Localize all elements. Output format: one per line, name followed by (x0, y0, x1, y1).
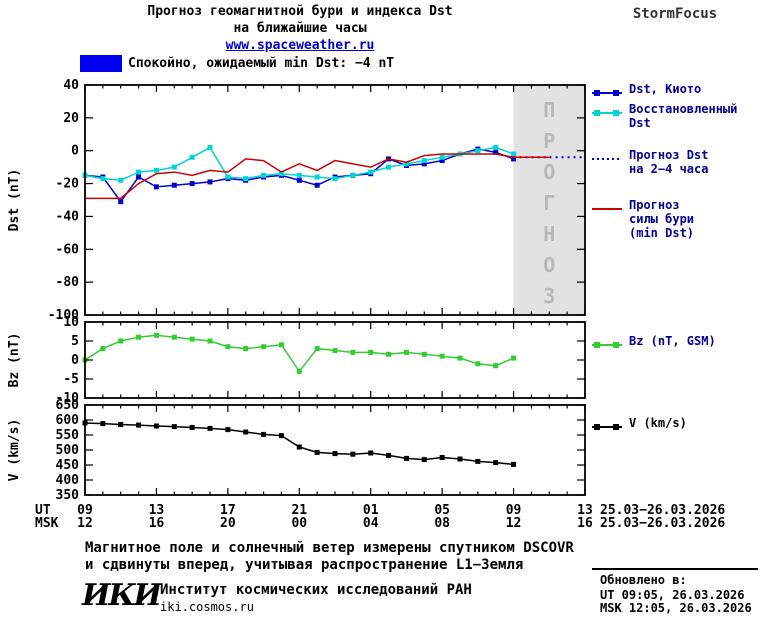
svg-text:04: 04 (363, 516, 379, 531)
svg-text:12: 12 (506, 516, 522, 531)
page-title: Прогноз геомагнитной бури и индекса Dst (147, 4, 453, 19)
storm-level-box (80, 55, 122, 72)
svg-text:-40: -40 (56, 209, 80, 224)
institute-name: Институт космических исследований РАН (160, 582, 472, 598)
iki-site-link[interactable]: iki.cosmos.ru (160, 600, 254, 614)
data-source-note-line2: и сдвинуты вперед, учитывая распростране… (85, 557, 524, 573)
forecast-region-letter: О (543, 160, 555, 184)
svg-text:0: 0 (71, 353, 79, 368)
legend-storm-force-label: Прогноз силы бури (min Dst) (629, 198, 695, 240)
svg-text:-80: -80 (56, 275, 80, 290)
dst-kyoto-swatch (591, 84, 623, 103)
svg-text:40: 40 (63, 78, 79, 93)
iki-logo: ИКИ (82, 578, 162, 613)
updated-label: Обновлено в: (600, 573, 687, 587)
svg-text:650: 650 (56, 398, 80, 413)
series-bz-0 (84, 334, 514, 373)
svg-text:01: 01 (363, 503, 379, 518)
ut-axis-prefix: UT (35, 503, 51, 518)
msk-axis-prefix: MSK (35, 516, 59, 531)
svg-text:450: 450 (56, 458, 80, 473)
svg-text:600: 600 (56, 413, 80, 428)
forecast-region-letter: Н (543, 222, 555, 246)
svg-text:21: 21 (291, 503, 307, 518)
svg-text:-100: -100 (48, 308, 79, 323)
forecast-region-letter: З (543, 284, 555, 308)
legend-restored-dst: Восстановленный Dst (591, 102, 737, 130)
svg-text:400: 400 (56, 473, 80, 488)
forecast-region-letter: П (543, 98, 555, 122)
svg-text:05: 05 (434, 503, 450, 518)
svg-text:5: 5 (71, 334, 79, 349)
y-axis-title-v: V (km/s) (7, 419, 22, 482)
forecast-region-letter: Р (543, 129, 555, 153)
forecast-dst-swatch (591, 150, 623, 169)
svg-text:-60: -60 (56, 242, 80, 257)
brand-label: StormFocus (632, 6, 718, 22)
restored-dst-swatch (591, 104, 623, 123)
legend-restored-dst-label: Восстановленный Dst (629, 102, 738, 130)
legend-storm-force: Прогноз силы бури (min Dst) (591, 198, 694, 240)
spaceweather-link[interactable]: www.spaceweather.ru (225, 38, 375, 53)
svg-text:0: 0 (71, 144, 79, 159)
svg-text:20: 20 (220, 516, 236, 531)
legend-dst-kyoto: Dst, Киото (591, 82, 701, 103)
forecast-region-letter: Г (543, 191, 555, 215)
svg-text:350: 350 (56, 488, 80, 503)
legend-forecast-dst: Прогноз Dst на 2−4 часа (591, 148, 708, 176)
svg-text:13: 13 (149, 503, 165, 518)
svg-text:09: 09 (506, 503, 522, 518)
svg-text:500: 500 (56, 443, 80, 458)
legend-v-label: V (km/s) (629, 416, 687, 430)
updated-divider (592, 568, 758, 570)
forecast-region-letter: О (543, 253, 555, 277)
svg-text:00: 00 (291, 516, 307, 531)
svg-text:16: 16 (577, 516, 593, 531)
storm-status-text: Спокойно, ожидаемый min Dst: −4 nT (128, 56, 395, 71)
svg-text:09: 09 (77, 503, 93, 518)
svg-text:13: 13 (577, 503, 593, 518)
updated-time-msk: MSK 12:05, 26.03.2026 (600, 601, 752, 615)
svg-text:10: 10 (63, 315, 79, 330)
y-axis-title-bz: Bz (nT) (7, 333, 22, 388)
data-source-note-line1: Магнитное поле и солнечный ветер измерен… (85, 540, 574, 556)
svg-text:-20: -20 (56, 177, 80, 192)
msk-date-range: 25.03−26.03.2026 (600, 516, 726, 531)
y-axis-title-dst: Dst (nT) (7, 169, 22, 232)
legend-bz: Bz (nT, GSM) (591, 334, 716, 355)
svg-text:550: 550 (56, 428, 80, 443)
svg-text:08: 08 (434, 516, 450, 531)
svg-text:12: 12 (77, 516, 93, 531)
legend-bz-label: Bz (nT, GSM) (629, 334, 716, 348)
svg-text:16: 16 (149, 516, 165, 531)
storm-force-swatch (591, 200, 623, 219)
legend-v: V (km/s) (591, 416, 687, 437)
bz-swatch (591, 336, 623, 355)
legend-dst-kyoto-label: Dst, Киото (629, 82, 702, 96)
svg-text:20: 20 (63, 111, 79, 126)
svg-text:-5: -5 (63, 372, 79, 387)
ut-date-range: 25.03−26.03.2026 (600, 503, 726, 518)
svg-text:-10: -10 (56, 391, 80, 406)
legend-forecast-dst-label: Прогноз Dst на 2−4 часа (629, 148, 709, 176)
series-dst-3 (85, 153, 550, 200)
v-swatch (591, 418, 623, 437)
page-subtitle: на ближайшие часы (233, 21, 367, 36)
series-v-0 (84, 422, 514, 466)
updated-time-ut: UT 09:05, 26.03.2026 (600, 588, 745, 602)
svg-text:17: 17 (220, 503, 236, 518)
